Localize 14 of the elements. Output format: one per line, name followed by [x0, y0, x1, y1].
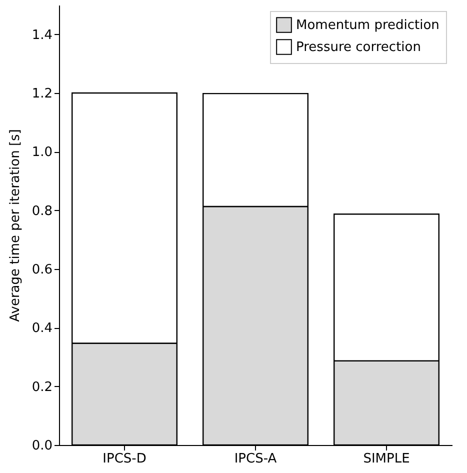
x-tick-label: IPCS-D: [102, 452, 146, 466]
x-tick-label: SIMPLE: [363, 452, 410, 466]
y-tick-label: 1.2: [32, 86, 52, 102]
y-tick-label: 0.2: [32, 380, 52, 395]
x-tick-label: IPCS-A: [234, 452, 277, 466]
y-tick-label: 0.4: [32, 321, 52, 336]
legend-label: Momentum prediction: [296, 18, 440, 33]
y-tick-label: 1.4: [32, 28, 52, 43]
y-axis-title: Average time per iteration [s]: [8, 129, 23, 322]
y-tick-label: 0.8: [32, 204, 52, 219]
legend-label: Pressure correction: [296, 40, 421, 55]
y-tick-label: 1.0: [32, 145, 52, 160]
y-tick-label: 0.0: [32, 438, 52, 454]
y-tick-label: 0.6: [32, 262, 52, 278]
